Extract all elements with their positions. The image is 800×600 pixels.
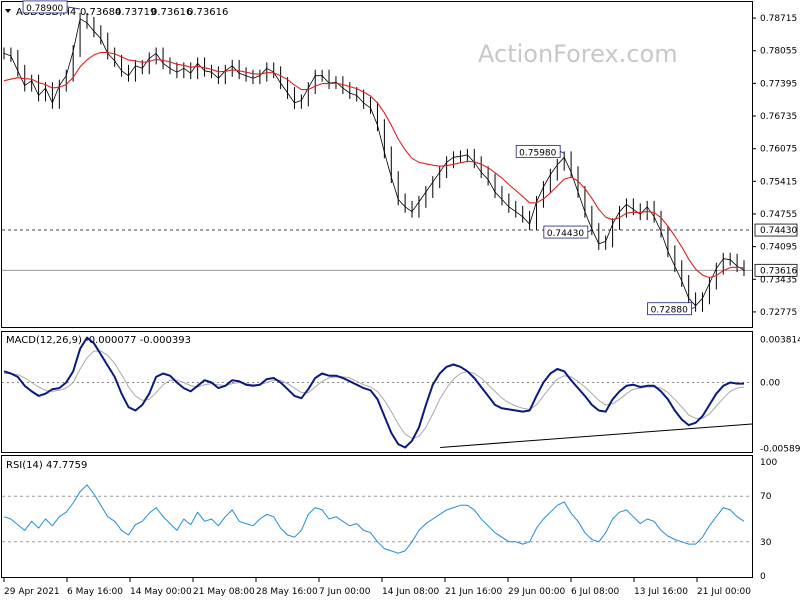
rsi-y-tick-3: 0 <box>760 572 766 582</box>
macd-y-tick-2: -0.005895 <box>760 445 800 455</box>
macd-title: MACD(12,26,9) -0.000077 -0.000393 <box>6 335 191 346</box>
price-hline-label-0: 0.74430 <box>760 226 797 236</box>
annotation-leader-1 <box>560 151 565 154</box>
annotation-label-1: 0.75980 <box>519 148 556 158</box>
price-high: 0.73719 <box>115 7 156 18</box>
moving-average-line <box>3 51 745 279</box>
x-tick-10: 13 Jul 16:00 <box>634 587 688 597</box>
macd-y-tick-1: 0.00 <box>760 378 780 388</box>
price-y-tick-5: 0.75415 <box>760 177 797 187</box>
price-y-tick-9: 0.72775 <box>760 308 797 318</box>
price-y-tick-7: 0.74095 <box>760 243 797 253</box>
annotation-label-2: 0.74430 <box>547 229 584 239</box>
annotation-label-0: 0.78900 <box>26 4 63 14</box>
price-y-tick-1: 0.78055 <box>760 47 797 57</box>
macd-panel-frame <box>1 331 753 453</box>
rsi-panel-frame <box>1 455 753 578</box>
price-hline-label-1-box <box>754 263 798 277</box>
x-tick-6: 14 Jun 08:00 <box>382 587 439 597</box>
annotation-label-3: 0.72880 <box>651 306 688 316</box>
rsi-y-tick-1: 70 <box>760 492 772 502</box>
annotation-leader-0 <box>67 6 81 10</box>
rsi-y-tick-0: 100 <box>760 458 777 468</box>
annotation-leader-2 <box>587 229 593 233</box>
x-tick-8: 29 Jun 00:00 <box>508 587 565 597</box>
price-open: 0.73684 <box>80 7 121 18</box>
price-y-tick-6: 0.74755 <box>760 210 797 220</box>
price-low: 0.73616 <box>151 7 192 18</box>
price-hline-label-0-box <box>754 223 798 237</box>
x-tick-7: 21 Jun 16:00 <box>445 587 502 597</box>
rsi-title: RSI(14) 47.7759 <box>6 460 87 471</box>
price-y-tick-2: 0.77395 <box>760 79 797 89</box>
rsi-y-tick-2: 30 <box>760 538 772 548</box>
collapse-triangle-icon <box>5 9 11 13</box>
rsi-line <box>3 484 745 554</box>
x-tick-9: 6 Jul 08:00 <box>571 587 620 597</box>
annotation-leader-3 <box>691 306 696 310</box>
watermark: ActionForex.com <box>478 40 678 68</box>
price-series-line <box>3 18 745 307</box>
price-y-tick-3: 0.76735 <box>760 112 797 122</box>
price-y-tick-8: 0.73435 <box>760 275 797 285</box>
macd-main-line <box>3 336 744 449</box>
x-tick-5: 7 Jun 00:00 <box>319 587 371 597</box>
price-y-tick-4: 0.76075 <box>760 145 797 155</box>
x-tick-1: 6 May 16:00 <box>67 587 123 597</box>
x-tick-3: 21 May 08:00 <box>193 587 255 597</box>
macd-y-tick-0: 0.003814 <box>760 336 800 346</box>
x-tick-0: 29 Apr 2021 <box>4 587 60 597</box>
price-panel-frame <box>1 1 753 328</box>
macd-trendline <box>440 423 753 449</box>
x-tick-11: 21 Jul 00:00 <box>697 587 751 597</box>
price-y-tick-0: 0.78715 <box>760 14 797 24</box>
macd-signal-line <box>4 350 745 439</box>
price-hline-label-1: 0.73616 <box>760 266 797 276</box>
x-tick-2: 14 May 00:00 <box>130 587 192 597</box>
x-tick-4: 28 May 16:00 <box>256 587 318 597</box>
price-close: 0.73616 <box>187 7 228 18</box>
